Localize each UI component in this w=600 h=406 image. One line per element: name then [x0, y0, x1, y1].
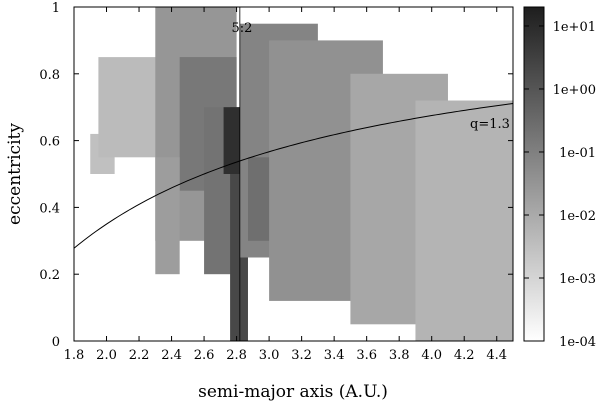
- annotation-q: q=1.3: [470, 117, 510, 132]
- colorbar-tick-label: 1e-04: [559, 335, 596, 350]
- x-tick-label: 3.4: [324, 348, 345, 363]
- colorbar-tick-label: 1e-01: [559, 146, 596, 161]
- y-tick-label: 0.4: [39, 201, 60, 216]
- colorbar-tick-label: 1e+01: [553, 20, 596, 35]
- colorbar-tick-label: 1e+00: [553, 83, 596, 98]
- y-tick-label: 1: [52, 1, 60, 16]
- x-tick-label: 1.8: [64, 348, 85, 363]
- heatmap-cell: [415, 100, 513, 341]
- colorbar-tick-label: 1e-03: [559, 272, 596, 287]
- x-tick-label: 3.6: [356, 348, 377, 363]
- x-tick-label: 4.2: [454, 348, 475, 363]
- y-tick-label: 0.8: [39, 68, 60, 83]
- plot-frame: [73, 6, 514, 342]
- y-tick-label: 0.2: [39, 268, 60, 283]
- x-tick-label: 2.4: [161, 348, 182, 363]
- colorbar: [523, 6, 545, 342]
- x-axis-title: semi-major axis (A.U.): [198, 382, 388, 402]
- x-tick-label: 4.4: [486, 348, 507, 363]
- x-tick-label: 2.2: [129, 348, 150, 363]
- x-axis-ticks: 1.8 2.0 2.2 2.4 2.6 2.8 3.0 3.2 3.4 3.6 3.8 4.0 4.2 4…: [64, 7, 507, 363]
- x-tick-label: 2.8: [226, 348, 247, 363]
- x-tick-label: 3.0: [259, 348, 280, 363]
- x-tick-label: 3.8: [389, 348, 410, 363]
- heatmap-cell: [155, 157, 180, 275]
- y-tick-label: 0.6: [39, 135, 60, 150]
- x-tick-label: 4.0: [421, 348, 442, 363]
- y-axis-title: eccentricity: [5, 123, 25, 225]
- x-tick-label: 2.6: [194, 348, 215, 363]
- x-tick-label: 2.0: [96, 348, 117, 363]
- y-axis-ticks: 0 0.2 0.4 0.6 0.8 1: [39, 1, 513, 350]
- annotation-5-2: 5:2: [232, 21, 253, 36]
- colorbar-tick-label: 1e-02: [559, 209, 596, 224]
- x-tick-label: 3.2: [291, 348, 312, 363]
- perihelion-q-curve: [73, 102, 514, 249]
- y-tick-label: 0: [52, 335, 60, 350]
- heatmap-cells: [90, 7, 513, 341]
- colorbar-ticks: 1e+01 1e+00 1e-01 1e-02 1e-03 1e-04: [524, 20, 596, 350]
